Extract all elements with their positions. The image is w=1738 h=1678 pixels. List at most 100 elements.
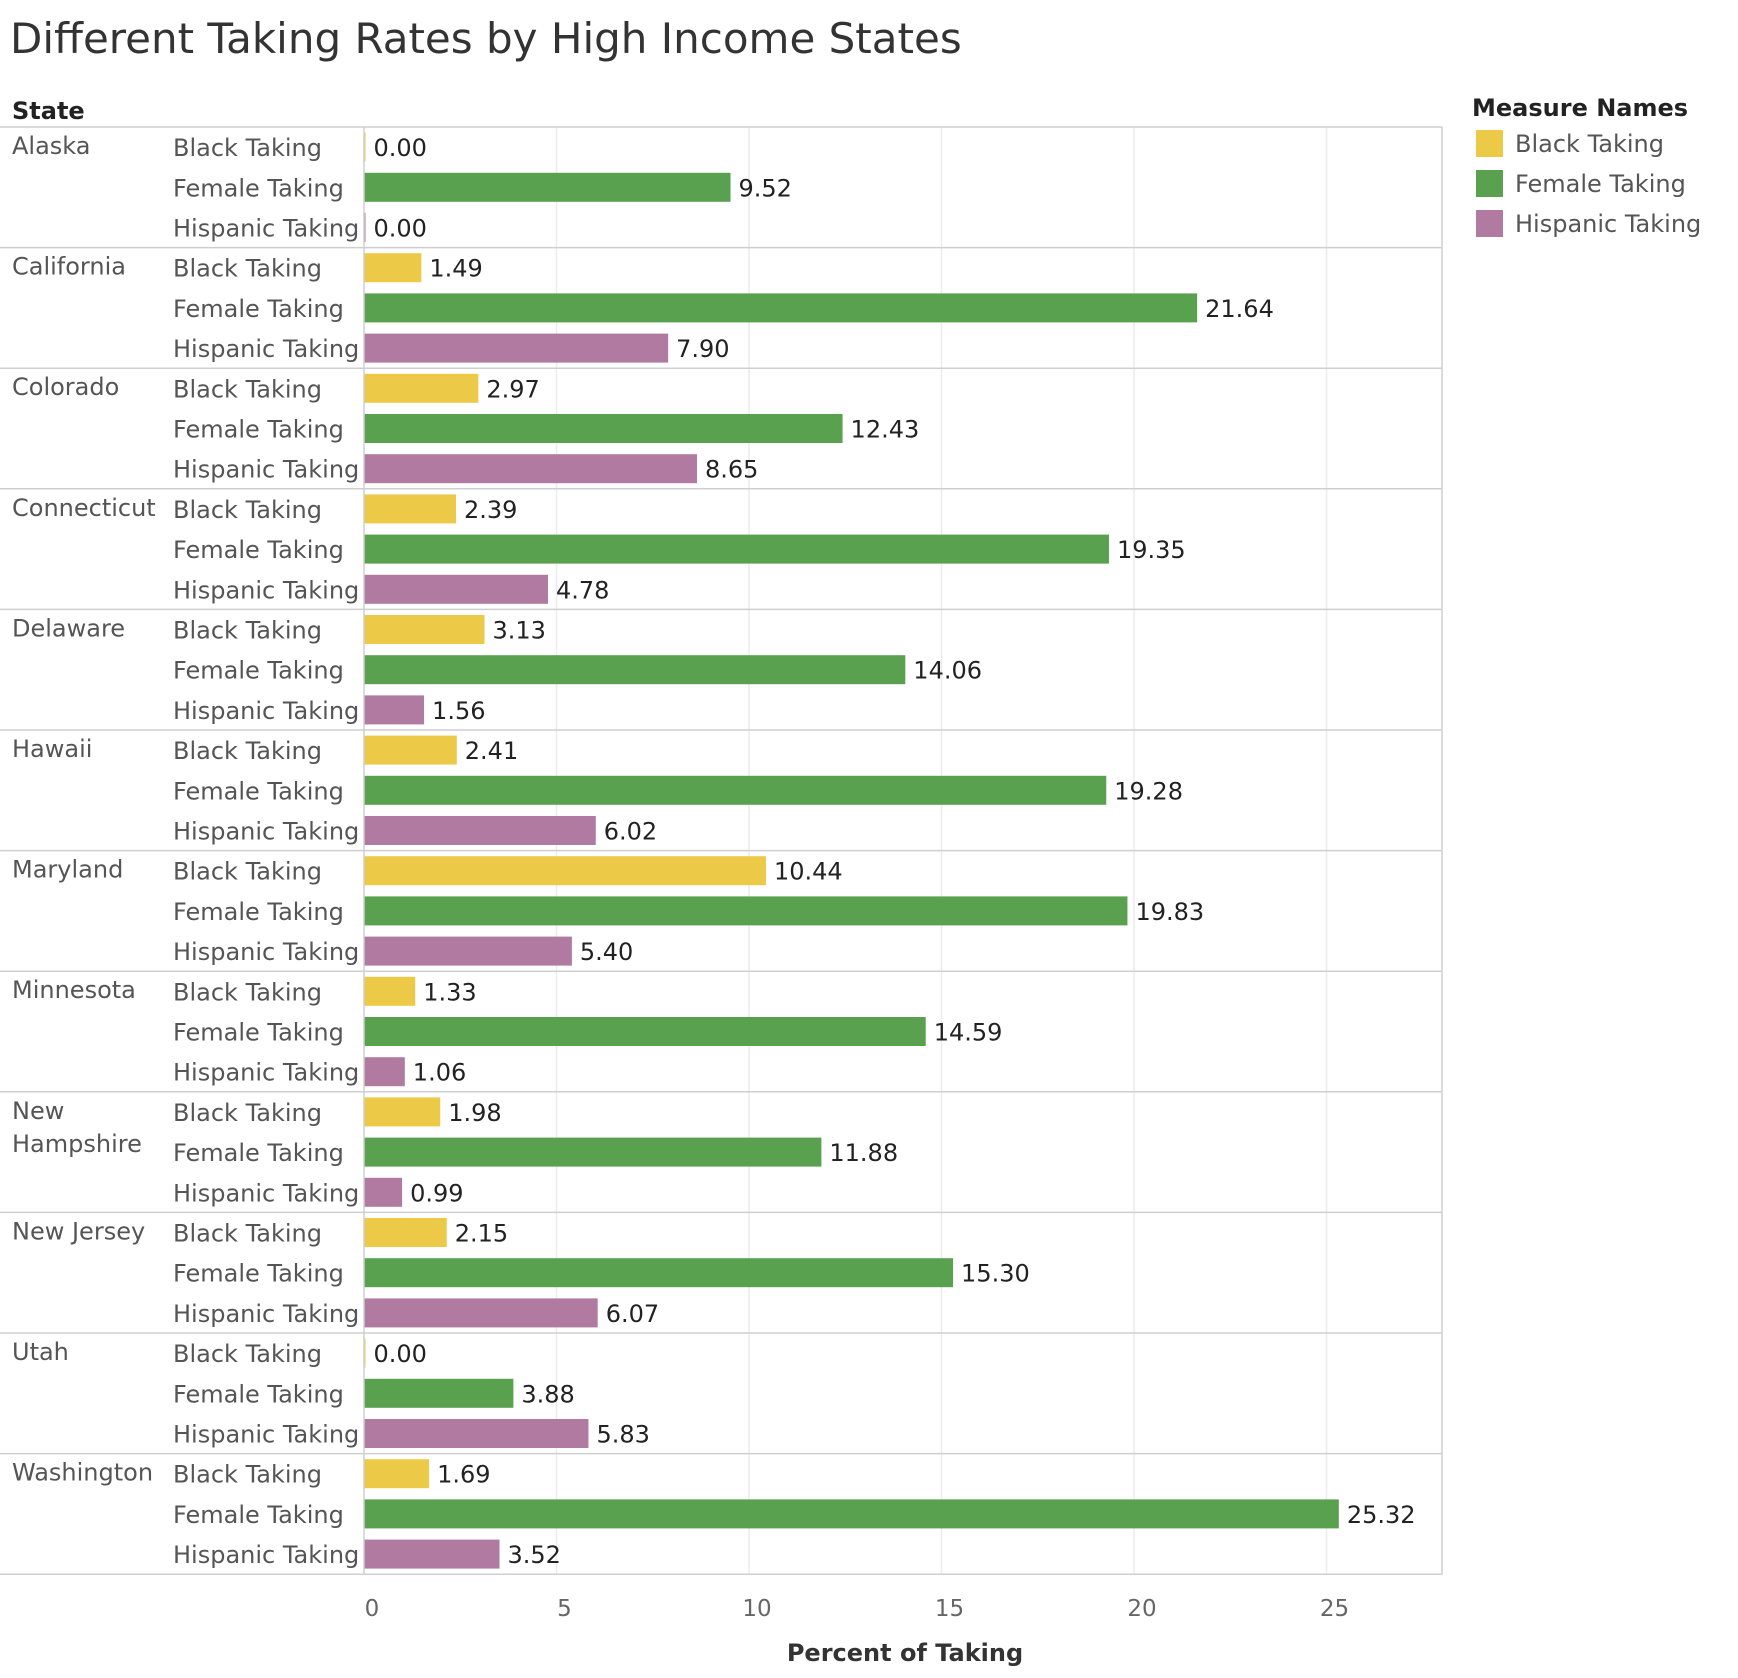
data-label: 8.65 <box>705 456 758 484</box>
measure-label: Female Taking <box>173 174 344 202</box>
bar <box>364 1459 430 1489</box>
data-label: 7.90 <box>676 335 729 363</box>
state-label: New <box>12 1097 64 1125</box>
bar <box>364 735 457 765</box>
measure-label: Hispanic Taking <box>173 335 359 363</box>
data-label: 0.00 <box>374 215 427 243</box>
data-label: 5.83 <box>596 1421 649 1449</box>
data-label: 4.78 <box>556 576 609 604</box>
data-label: 0.00 <box>374 134 427 162</box>
bar <box>364 775 1107 805</box>
measure-label: Black Taking <box>173 1220 322 1248</box>
measure-label: Hispanic Taking <box>173 576 359 604</box>
state-label: Utah <box>12 1338 69 1366</box>
legend-entry-label: Female Taking <box>1515 170 1686 198</box>
state-label: Washington <box>12 1459 153 1487</box>
bar <box>364 1137 822 1167</box>
measure-label: Female Taking <box>173 1380 344 1408</box>
state-label: Minnesota <box>12 976 136 1004</box>
bar <box>364 454 698 484</box>
legend-title: Measure Names <box>1472 94 1688 122</box>
measure-label: Black Taking <box>173 1099 322 1127</box>
data-label: 3.88 <box>521 1380 574 1408</box>
bar <box>364 494 457 524</box>
data-label: 1.98 <box>448 1099 501 1127</box>
measure-label: Female Taking <box>173 1139 344 1167</box>
measure-label: Hispanic Taking <box>173 1541 359 1569</box>
measure-label: Black Taking <box>173 1340 322 1368</box>
data-label: 9.52 <box>739 174 792 202</box>
data-label: 0.99 <box>410 1179 463 1207</box>
bar <box>364 896 1128 926</box>
legend-swatch <box>1476 130 1503 157</box>
bar <box>364 1258 954 1288</box>
x-axis-title: Percent of Taking <box>787 1639 1023 1667</box>
x-tick-label: 20 <box>1127 1596 1156 1622</box>
x-tick-label: 10 <box>742 1596 771 1622</box>
state-label: New Jersey <box>12 1217 145 1245</box>
bar <box>364 1298 598 1328</box>
data-label: 14.06 <box>913 657 982 685</box>
measure-label: Black Taking <box>173 255 322 283</box>
bar <box>364 293 1198 323</box>
bar <box>364 655 906 685</box>
measure-label: Black Taking <box>173 858 322 886</box>
bar <box>364 1017 926 1046</box>
bar <box>364 615 485 644</box>
x-tick-label: 25 <box>1320 1596 1349 1622</box>
data-label: 19.35 <box>1117 536 1186 564</box>
state-label: Connecticut <box>12 494 156 522</box>
measure-label: Hispanic Taking <box>173 818 359 846</box>
bar <box>364 1177 403 1207</box>
measure-label: Female Taking <box>173 1019 344 1047</box>
bar <box>364 856 766 886</box>
x-tick-label: 5 <box>557 1596 572 1622</box>
data-label: 1.33 <box>423 978 476 1006</box>
legend-entry-label: Black Taking <box>1515 130 1664 158</box>
measure-label: Female Taking <box>173 898 344 926</box>
data-label: 25.32 <box>1347 1501 1416 1529</box>
measure-label: Female Taking <box>173 777 344 805</box>
data-label: 6.02 <box>604 818 657 846</box>
measure-label: Hispanic Taking <box>173 456 359 484</box>
measure-label: Hispanic Taking <box>173 215 359 243</box>
legend-swatch <box>1476 170 1503 197</box>
data-label: 0.00 <box>374 1340 427 1368</box>
data-label: 15.30 <box>961 1260 1030 1288</box>
measure-label: Female Taking <box>173 1260 344 1288</box>
measure-label: Female Taking <box>173 657 344 685</box>
data-label: 5.40 <box>580 938 633 966</box>
legend-entry-label: Hispanic Taking <box>1515 210 1701 238</box>
state-label: Delaware <box>12 614 125 642</box>
bar <box>364 816 596 845</box>
measure-label: Hispanic Taking <box>173 697 359 725</box>
state-label: Alaska <box>12 132 90 160</box>
state-label: Colorado <box>12 373 119 401</box>
row-header-label: State <box>12 97 85 125</box>
bar <box>364 1378 514 1408</box>
bar <box>364 1057 405 1087</box>
bar <box>364 695 425 725</box>
bar <box>364 1539 500 1569</box>
bar <box>364 574 549 604</box>
measure-label: Female Taking <box>173 536 344 564</box>
bar <box>364 414 843 443</box>
data-label: 12.43 <box>851 416 920 444</box>
state-label: California <box>12 253 126 281</box>
data-label: 1.69 <box>437 1461 490 1489</box>
bar <box>364 172 731 202</box>
measure-label: Black Taking <box>173 1461 322 1489</box>
legend-swatch <box>1476 210 1503 237</box>
data-label: 21.64 <box>1205 295 1274 323</box>
measure-label: Black Taking <box>173 617 322 645</box>
chart-title: Different Taking Rates by High Income St… <box>10 14 962 63</box>
measure-label: Hispanic Taking <box>173 1179 359 1207</box>
bar <box>364 976 416 1006</box>
bar <box>364 534 1109 564</box>
measure-label: Female Taking <box>173 416 344 444</box>
data-label: 2.15 <box>455 1220 508 1248</box>
x-tick-label: 0 <box>365 1596 380 1622</box>
state-label: Hampshire <box>12 1130 142 1158</box>
measure-label: Black Taking <box>173 737 322 765</box>
